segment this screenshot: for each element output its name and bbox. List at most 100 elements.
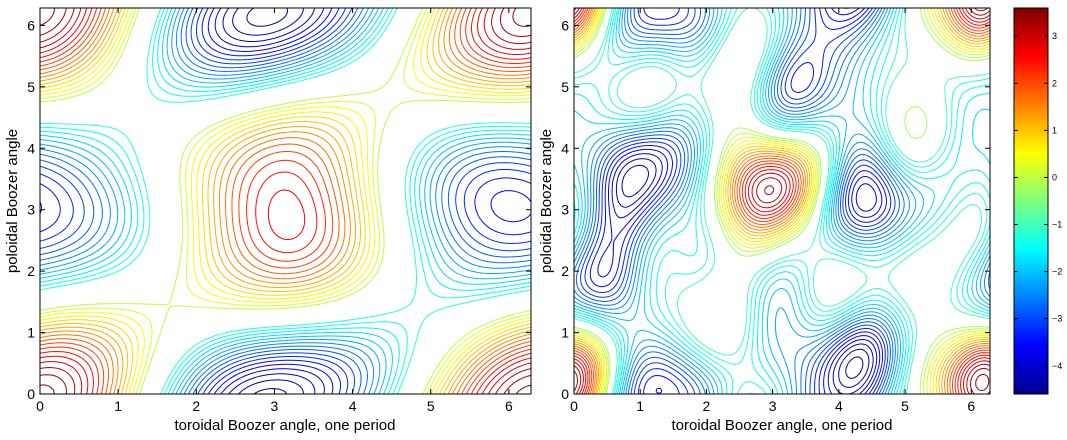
colorbar-tick-label: 3 (1052, 31, 1057, 41)
contour-level (573, 7, 991, 395)
contour-level (573, 7, 991, 395)
contour-level (39, 7, 532, 395)
contour-level (39, 7, 532, 395)
contour-level (573, 7, 991, 395)
contour-level (39, 7, 532, 395)
right-panel: 0 1 2 3 4 5 6 0 1 2 3 4 5 6 toroidal Boozer angle, o… (538, 7, 991, 434)
contour-level (597, 7, 883, 395)
contour-level (39, 7, 532, 395)
contour-level (214, 7, 325, 395)
contour-level (39, 7, 532, 395)
x-tick-label: 3 (769, 398, 777, 414)
y-tick-label: 1 (27, 325, 35, 341)
contour-level (39, 7, 532, 395)
contour-level (573, 7, 991, 395)
x-tick-label: 4 (835, 398, 843, 414)
contour-level (39, 7, 532, 395)
contour-level (589, 7, 887, 395)
y-tick-label: 2 (27, 263, 35, 279)
colorbar-tick-label: −2 (1052, 267, 1062, 277)
left-x-ticks: 0 1 2 3 4 5 6 (36, 8, 513, 414)
contour-level (573, 7, 991, 395)
contour-level (39, 7, 532, 395)
y-tick-label: 0 (561, 386, 569, 402)
contour-level (621, 164, 870, 388)
contour-level (39, 7, 532, 395)
x-tick-label: 5 (901, 398, 909, 414)
contour-level (845, 356, 864, 379)
contour-level (573, 7, 991, 395)
right-y-ticks: 0 1 2 3 4 5 6 (561, 17, 990, 402)
contour-level (39, 7, 532, 395)
y-tick-label: 6 (561, 17, 569, 33)
contour-level (573, 7, 991, 395)
left-y-ticks: 0 1 2 3 4 5 6 (27, 17, 531, 402)
contour-level (39, 7, 532, 395)
contour-level (39, 7, 532, 395)
left-plot-frame (39, 7, 532, 395)
contour-level (39, 7, 532, 395)
contour-level (573, 7, 991, 395)
contour-level (584, 7, 892, 395)
contour-level (39, 7, 532, 395)
contour-level (39, 7, 532, 395)
contour-level (573, 7, 991, 395)
x-tick-label: 2 (703, 398, 711, 414)
contour-level (39, 7, 532, 395)
contour-level (573, 7, 991, 395)
contour-level (573, 7, 991, 395)
x-tick-label: 6 (967, 398, 975, 414)
colorbar-tick-label: 0 (1052, 172, 1057, 182)
colorbar-tick-label: −1 (1052, 220, 1062, 230)
contour-level (39, 7, 532, 395)
y-tick-label: 3 (27, 202, 35, 218)
contour-level (39, 7, 532, 395)
contour-level (39, 7, 532, 395)
x-tick-label: 1 (114, 398, 122, 414)
contour-level (573, 7, 991, 395)
contour-level (573, 7, 991, 395)
contour-level (573, 7, 991, 395)
contour-level (573, 7, 991, 395)
y-tick-label: 5 (27, 79, 35, 95)
contour-level (573, 7, 991, 395)
left-panel: 0 1 2 3 4 5 6 0 1 2 3 4 5 6 toroidal Boozer angle, o… (4, 7, 532, 434)
left-contour-lines (39, 7, 532, 395)
colorbar-tick-label: 2 (1052, 78, 1057, 88)
contour-level (39, 7, 532, 395)
contour-level (611, 7, 878, 395)
contour-level (573, 7, 991, 395)
right-x-axis-label: toroidal Boozer angle, one period (672, 417, 893, 434)
contour-level (39, 7, 532, 395)
contour-level (246, 7, 289, 395)
right-contour-lines (573, 7, 991, 395)
left-x-axis-label: toroidal Boozer angle, one period (175, 417, 396, 434)
y-tick-label: 3 (561, 202, 569, 218)
contour-level (222, 7, 316, 395)
x-tick-label: 5 (427, 398, 435, 414)
contour-level (575, 7, 900, 395)
colorbar-gradient (1013, 7, 1049, 395)
contour-level (975, 374, 990, 392)
y-tick-label: 4 (27, 140, 35, 156)
contour-level (39, 7, 532, 395)
x-tick-label: 0 (36, 398, 44, 414)
x-tick-label: 4 (349, 398, 357, 414)
colorbar-tick-label: −4 (1052, 361, 1062, 371)
contour-level (573, 7, 991, 395)
y-tick-label: 2 (561, 263, 569, 279)
right-plot-frame (573, 7, 991, 395)
contour-level (573, 7, 991, 395)
x-tick-label: 0 (570, 398, 578, 414)
y-tick-label: 0 (27, 386, 35, 402)
contour-level (573, 7, 991, 395)
contour-level (39, 7, 532, 395)
colorbar: 3 2 1 0 −1 −2 −3 −4 (1013, 7, 1062, 395)
right-x-ticks: 0 1 2 3 4 5 6 (570, 8, 975, 414)
contour-level (39, 7, 532, 395)
x-tick-label: 6 (505, 398, 513, 414)
contour-level (573, 7, 991, 395)
contour-level (232, 7, 304, 395)
colorbar-ticks: 3 2 1 0 −1 −2 −3 −4 (1014, 31, 1062, 371)
